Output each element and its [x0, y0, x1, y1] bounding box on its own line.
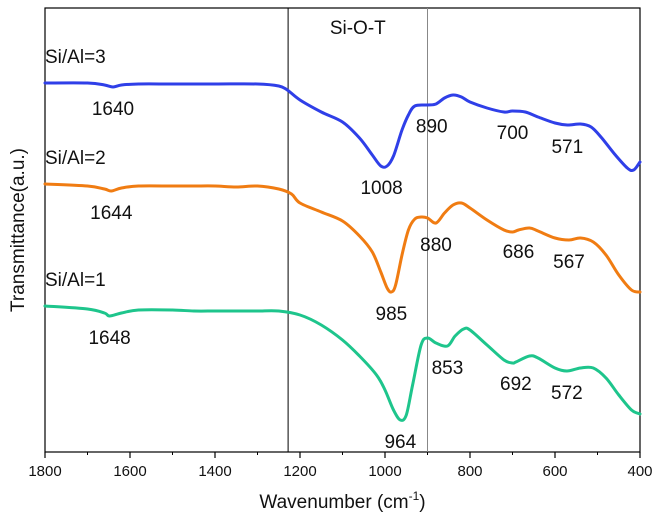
series-group: [43, 81, 642, 422]
peak-label: 567: [553, 252, 585, 273]
peak-label: 1008: [360, 178, 402, 199]
peak-label: 880: [420, 235, 452, 256]
peak-label: 692: [500, 374, 532, 395]
peak-label: 1644: [90, 203, 133, 224]
peak-label: 686: [503, 242, 535, 263]
peak-label: 572: [551, 383, 583, 404]
x-tick-label: 600: [542, 463, 567, 480]
y-axis-label: Transmittance(a.u.): [8, 148, 29, 312]
region-label: Si-O-T: [330, 18, 386, 39]
x-tick-label: 1400: [198, 463, 231, 480]
peak-label: 1648: [88, 328, 130, 349]
peak-label: 571: [551, 137, 583, 158]
x-tick-label: 1200: [283, 463, 316, 480]
x-tick-label: 1600: [113, 463, 146, 480]
series-name-label-3: Si/Al=1: [45, 270, 106, 291]
series-name-label-2: Si/Al=2: [45, 148, 106, 169]
x-tick-label: 400: [627, 463, 652, 480]
peak-label: 985: [376, 304, 408, 325]
label-group: Si/Al=3 Si/Al=2 Si/Al=1 1640 1008 890 700 571 16…: [45, 47, 585, 453]
peak-label: 1640: [92, 99, 134, 120]
series-line-3: [43, 304, 642, 422]
peak-label: 964: [384, 432, 416, 453]
peak-label: 853: [432, 358, 464, 379]
peak-label: 890: [416, 117, 448, 138]
x-tick-label: 1000: [368, 463, 401, 480]
peak-label: 700: [497, 123, 529, 144]
x-tick-label: 1800: [28, 463, 61, 480]
series-line-2: [43, 182, 642, 294]
series-line-1: [43, 81, 642, 173]
series-name-label-1: Si/Al=3: [45, 47, 106, 68]
x-axis-label-sup: -1: [409, 489, 420, 503]
x-tick-label: 800: [457, 463, 482, 480]
x-axis-label: Wavenumber (cm-1): [259, 489, 425, 513]
x-axis-label-end: ): [419, 492, 425, 513]
region-lines: Si-O-T: [287, 8, 428, 452]
x-axis-ticks: 1800 1600 1400 1200 1000 800 600 400: [28, 452, 653, 480]
x-axis-label-main: Wavenumber (cm: [259, 492, 408, 513]
